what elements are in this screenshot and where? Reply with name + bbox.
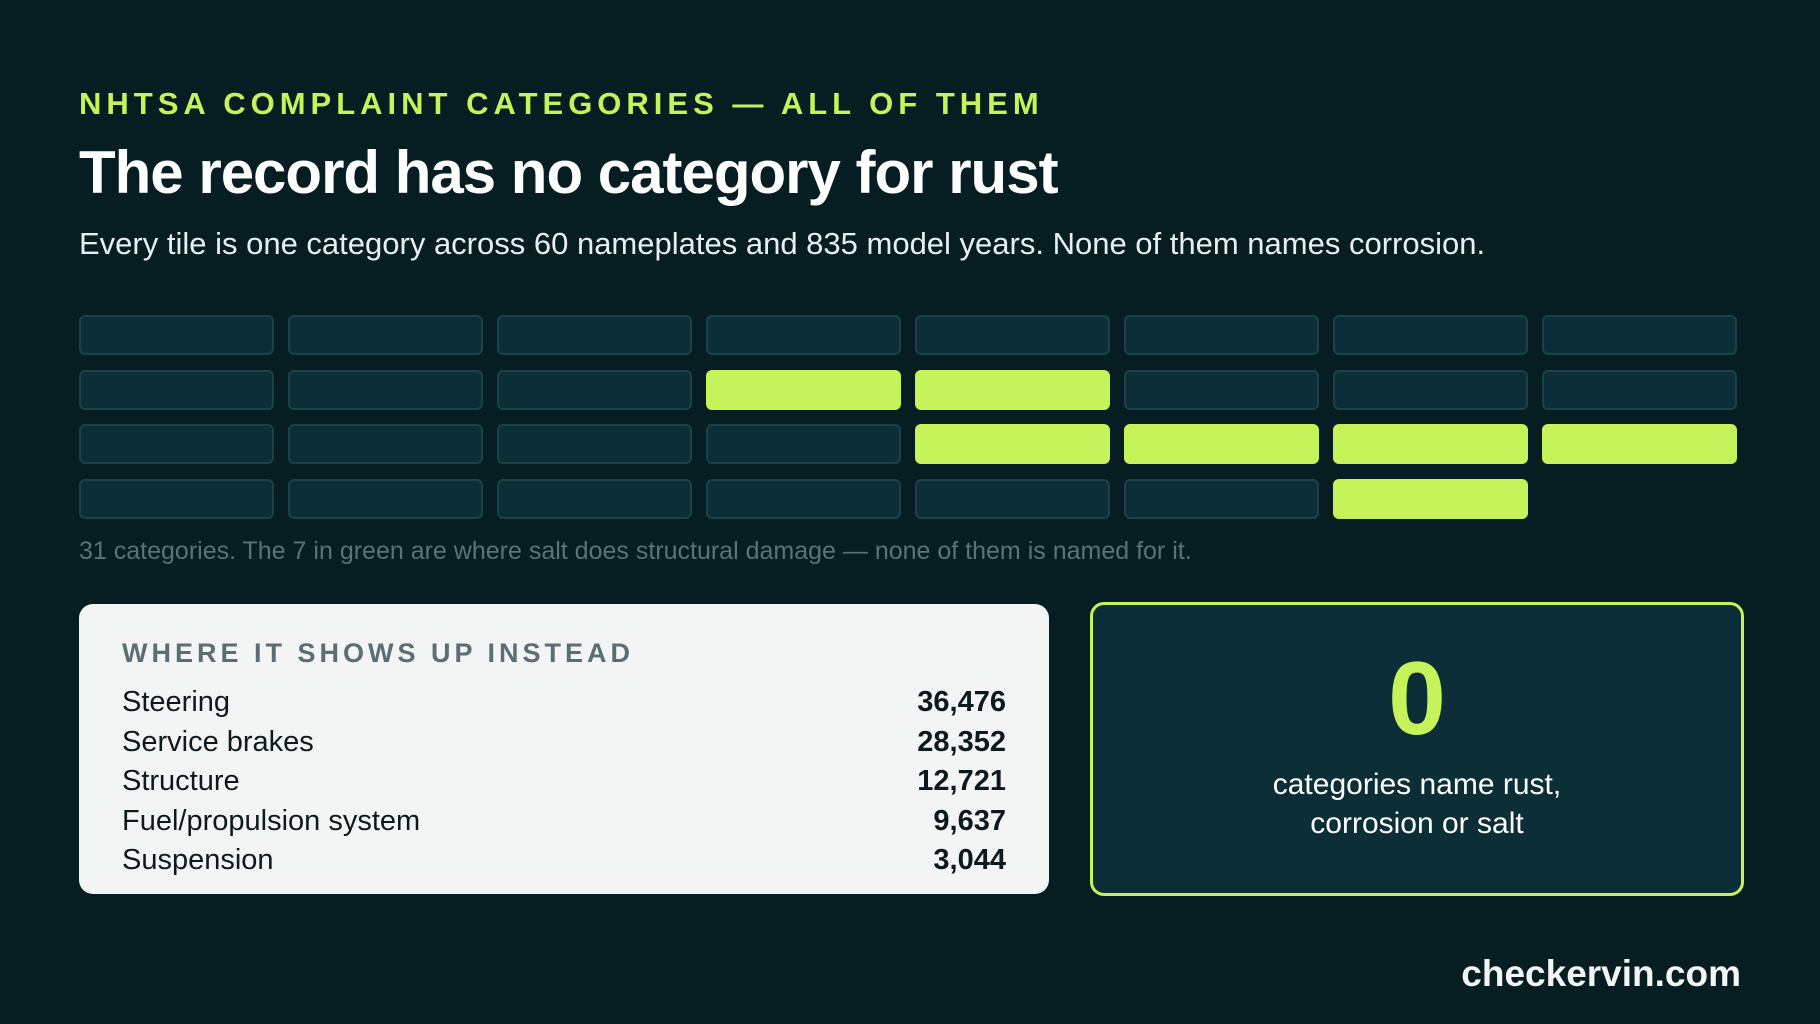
eyebrow-label: NHTSA COMPLAINT CATEGORIES — ALL OF THEM [79,86,1044,121]
category-tile [288,369,483,410]
category-tile [1542,315,1737,355]
category-tile-highlighted [706,369,901,410]
category-tile-highlighted [1124,424,1319,464]
list-row-value: 9,637 [933,804,1006,837]
category-tile [497,315,692,355]
list-row-label: Fuel/propulsion system [122,804,421,837]
category-tile-highlighted [1542,424,1737,464]
list-row-value: 3,044 [933,844,1006,877]
category-tile [1542,369,1737,410]
stat-value: 0 [1388,641,1446,757]
list-row-value: 28,352 [917,725,1006,758]
category-tile [1333,369,1528,410]
list-row-label: Structure [122,765,240,798]
list-row: Service brakes 28,352 [122,723,1006,763]
category-tile [1124,478,1319,519]
category-tile-highlighted [915,424,1110,464]
stat-label-line-2: corrosion or salt [1310,807,1524,840]
category-tile [497,478,692,519]
brand-footer: checkervin.com [1461,953,1741,994]
category-tile [497,369,692,410]
category-count-list: Steering 36,476 Service brakes 28,352 Struct… [122,683,1006,881]
category-tile [706,478,901,519]
zero-categories-card: 0 categories name rust, corrosion or sal… [1090,602,1744,896]
list-row-label: Service brakes [122,725,314,758]
category-tile-highlighted [1333,424,1528,464]
category-tile [79,424,274,464]
category-tile [79,478,274,519]
page-title: The record has no category for rust [79,139,1059,206]
category-tile [915,478,1110,519]
category-tile [915,315,1110,355]
stat-label: categories name rust, corrosion or salt [1093,765,1741,843]
category-tile-grid [79,315,1742,519]
category-tile [79,369,274,410]
category-tile [1333,315,1528,355]
category-tile [288,315,483,355]
stat-label-line-1: categories name rust, [1272,768,1562,801]
list-row: Fuel/propulsion system 9,637 [122,802,1006,842]
category-tile [288,424,483,464]
category-tile [706,315,901,355]
list-heading: WHERE IT SHOWS UP INSTEAD [122,638,635,668]
list-row: Steering 36,476 [122,683,1006,723]
category-tile [706,424,901,464]
list-row-label: Suspension [122,844,274,877]
category-tile [79,315,274,355]
category-tile [1124,315,1319,355]
category-tile [497,424,692,464]
category-tile-highlighted [915,369,1110,410]
list-row-value: 12,721 [917,765,1006,798]
page-subtitle: Every tile is one category across 60 nam… [79,226,1486,261]
list-row-label: Steering [122,686,231,719]
category-tile [288,478,483,519]
list-row: Structure 12,721 [122,762,1006,802]
grid-caption: 31 categories. The 7 in green are where … [79,537,1192,565]
where-it-shows-up-card: WHERE IT SHOWS UP INSTEAD Steering 36,476… [79,604,1049,894]
category-tile-highlighted [1333,478,1528,519]
list-row-value: 36,476 [917,686,1006,719]
list-row: Suspension 3,044 [122,841,1006,881]
category-tile [1124,369,1319,410]
